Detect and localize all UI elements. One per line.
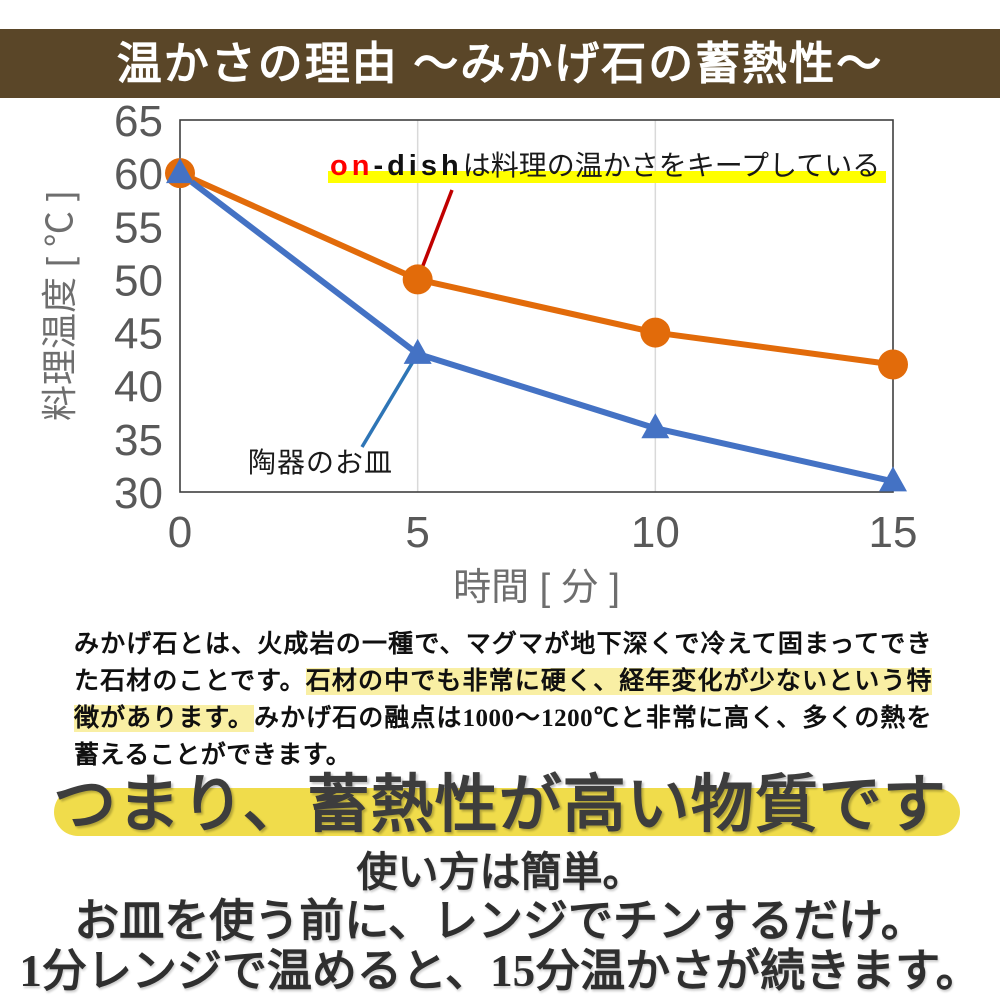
headline-text: つまり、蓄熱性が高い物質です bbox=[53, 770, 947, 840]
usage-line: お皿を使う前に、レンジでチンするだけ。 bbox=[74, 896, 926, 946]
y-tick-35: 35 bbox=[114, 416, 163, 465]
y-tick-45: 45 bbox=[114, 310, 163, 359]
y-tick-40: 40 bbox=[114, 363, 163, 412]
description-paragraph: みかげ石とは、火成岩の一種で、マグマが地下深くで冷えて固まってできた石材のことで… bbox=[74, 626, 932, 774]
series-line-1 bbox=[178, 170, 894, 485]
y-tick-65: 65 bbox=[114, 100, 163, 146]
page-title: 温かさの理由 〜みかげ石の蓄熱性〜 bbox=[116, 38, 884, 89]
marker-series1-point0 bbox=[166, 158, 194, 184]
annotation-on-dish-highlight: on-dishは料理の温かさをキープしている bbox=[328, 150, 887, 183]
marker-series1-point1 bbox=[403, 338, 432, 364]
annotation-dish-text: -dish bbox=[373, 150, 463, 182]
y-tick-60: 60 bbox=[114, 150, 163, 199]
annotation-on-text: on bbox=[330, 150, 374, 182]
usage-instructions: 使い方は簡単。 お皿を使う前に、レンジでチンするだけ。 1分レンジで温めると、1… bbox=[0, 848, 1000, 996]
temperature-chart: 65 60 55 50 45 40 35 30 0 5 10 15 時間 [ 分 ] 料理温度 [ ℃ ]… bbox=[0, 100, 1000, 612]
y-tick-55: 55 bbox=[114, 203, 163, 252]
plot-border bbox=[179, 119, 894, 493]
paragraph-sentence: みかげ石の融点は1000〜1200℃と非常に高く、多くの熱を蓄えることができます… bbox=[74, 705, 932, 769]
series-line-0 bbox=[178, 170, 894, 368]
marker-series1-point3 bbox=[879, 466, 907, 492]
headline-highlight-bar bbox=[54, 788, 960, 836]
x-tick-5: 5 bbox=[405, 508, 429, 557]
usage-line: 使い方は簡単。 bbox=[356, 849, 644, 895]
x-tick-15: 15 bbox=[869, 508, 918, 557]
usage-line: 1分レンジで温めると、15分温かさが続きます。 bbox=[19, 946, 981, 996]
headline-section: つまり、蓄熱性が高い物質です bbox=[0, 763, 1000, 847]
marker-series0-point3 bbox=[878, 349, 908, 380]
paragraph-sentence: みかげ石とは、火成岩の一種で、マグマが地下深くで冷えて固まってできた石材のことで… bbox=[74, 631, 932, 695]
x-tick-10: 10 bbox=[631, 508, 680, 557]
y-tick-30: 30 bbox=[114, 469, 163, 518]
annotation-ceramic-plate: 陶器のお皿 bbox=[248, 447, 394, 478]
header-banner: 温かさの理由 〜みかげ石の蓄熱性〜 bbox=[0, 29, 1000, 98]
x-tick-0: 0 bbox=[168, 508, 192, 557]
marker-series1-point2 bbox=[641, 413, 670, 439]
x-axis-title: 時間 [ 分 ] bbox=[453, 567, 620, 609]
y-axis-title: 料理温度 [ ℃ ] bbox=[39, 191, 80, 421]
marker-series0-point2 bbox=[640, 317, 671, 348]
callout-line-ceramic-note bbox=[360, 352, 420, 448]
marker-series0-point1 bbox=[402, 264, 433, 295]
y-tick-50: 50 bbox=[114, 256, 163, 305]
annotation-on-dish: on-dishは料理の温かさをキープしている bbox=[328, 144, 887, 184]
annotation-on-dish-text: は料理の温かさをキープしている bbox=[462, 150, 881, 181]
callout-line-on-dish-note bbox=[416, 189, 454, 281]
